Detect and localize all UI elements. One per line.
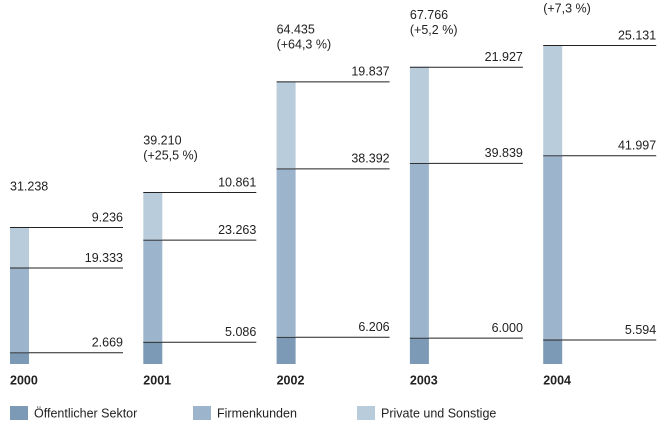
bar-segment <box>143 192 163 240</box>
bar-segment <box>10 226 29 268</box>
bar-segment <box>276 81 296 169</box>
legend-swatch <box>357 406 375 420</box>
value-label: 6.000 <box>492 321 523 335</box>
x-tick-label: 2004 <box>543 373 571 387</box>
value-label: 6.206 <box>358 320 389 334</box>
x-tick-label: 2002 <box>277 373 305 387</box>
bar-segment <box>276 168 296 337</box>
bar-segment <box>276 336 296 364</box>
legend-label: Private und Sonstige <box>381 406 496 420</box>
value-label: 39.839 <box>485 146 523 160</box>
value-label: 21.927 <box>485 50 523 64</box>
bar-segment <box>409 162 429 338</box>
value-label: 41.997 <box>618 139 656 153</box>
total-label: 67.766 <box>410 8 448 22</box>
value-label: 25.131 <box>618 28 656 42</box>
x-tick-label: 2000 <box>10 373 38 387</box>
value-label: 19.333 <box>85 251 123 265</box>
legend-swatch <box>193 406 211 420</box>
growth-label: (+5,2 %) <box>410 23 458 37</box>
value-label: 9.236 <box>92 210 123 224</box>
legend-label: Firmenkunden <box>217 406 297 420</box>
total-label: 64.435 <box>277 23 315 37</box>
value-label: 2.669 <box>92 336 123 350</box>
bar-segment <box>143 239 163 342</box>
bar-segment <box>143 341 163 364</box>
x-tick-label: 2001 <box>143 373 171 387</box>
x-tick-label: 2003 <box>410 373 438 387</box>
value-label: 5.594 <box>625 323 656 337</box>
bar-segment <box>10 352 29 364</box>
total-label: 31.238 <box>10 179 48 193</box>
legend-label: Öffentlicher Sektor <box>34 406 137 420</box>
bar-segment <box>10 267 29 353</box>
growth-label: (+7,3 %) <box>543 1 591 15</box>
value-label: 5.086 <box>225 325 256 339</box>
legend-swatch <box>10 406 28 420</box>
value-label: 19.837 <box>351 65 389 79</box>
value-label: 38.392 <box>351 152 389 166</box>
total-label: 39.210 <box>143 133 181 147</box>
bar-segment <box>543 45 563 156</box>
value-label: 10.861 <box>218 175 256 189</box>
growth-label: (+64,3 %) <box>277 38 332 52</box>
bar-segment <box>543 155 563 340</box>
growth-label: (+25,5 %) <box>143 148 198 162</box>
bar-segment <box>409 337 429 364</box>
value-label: 23.263 <box>218 223 256 237</box>
bar-segment <box>409 66 429 163</box>
bar-segment <box>543 339 563 364</box>
